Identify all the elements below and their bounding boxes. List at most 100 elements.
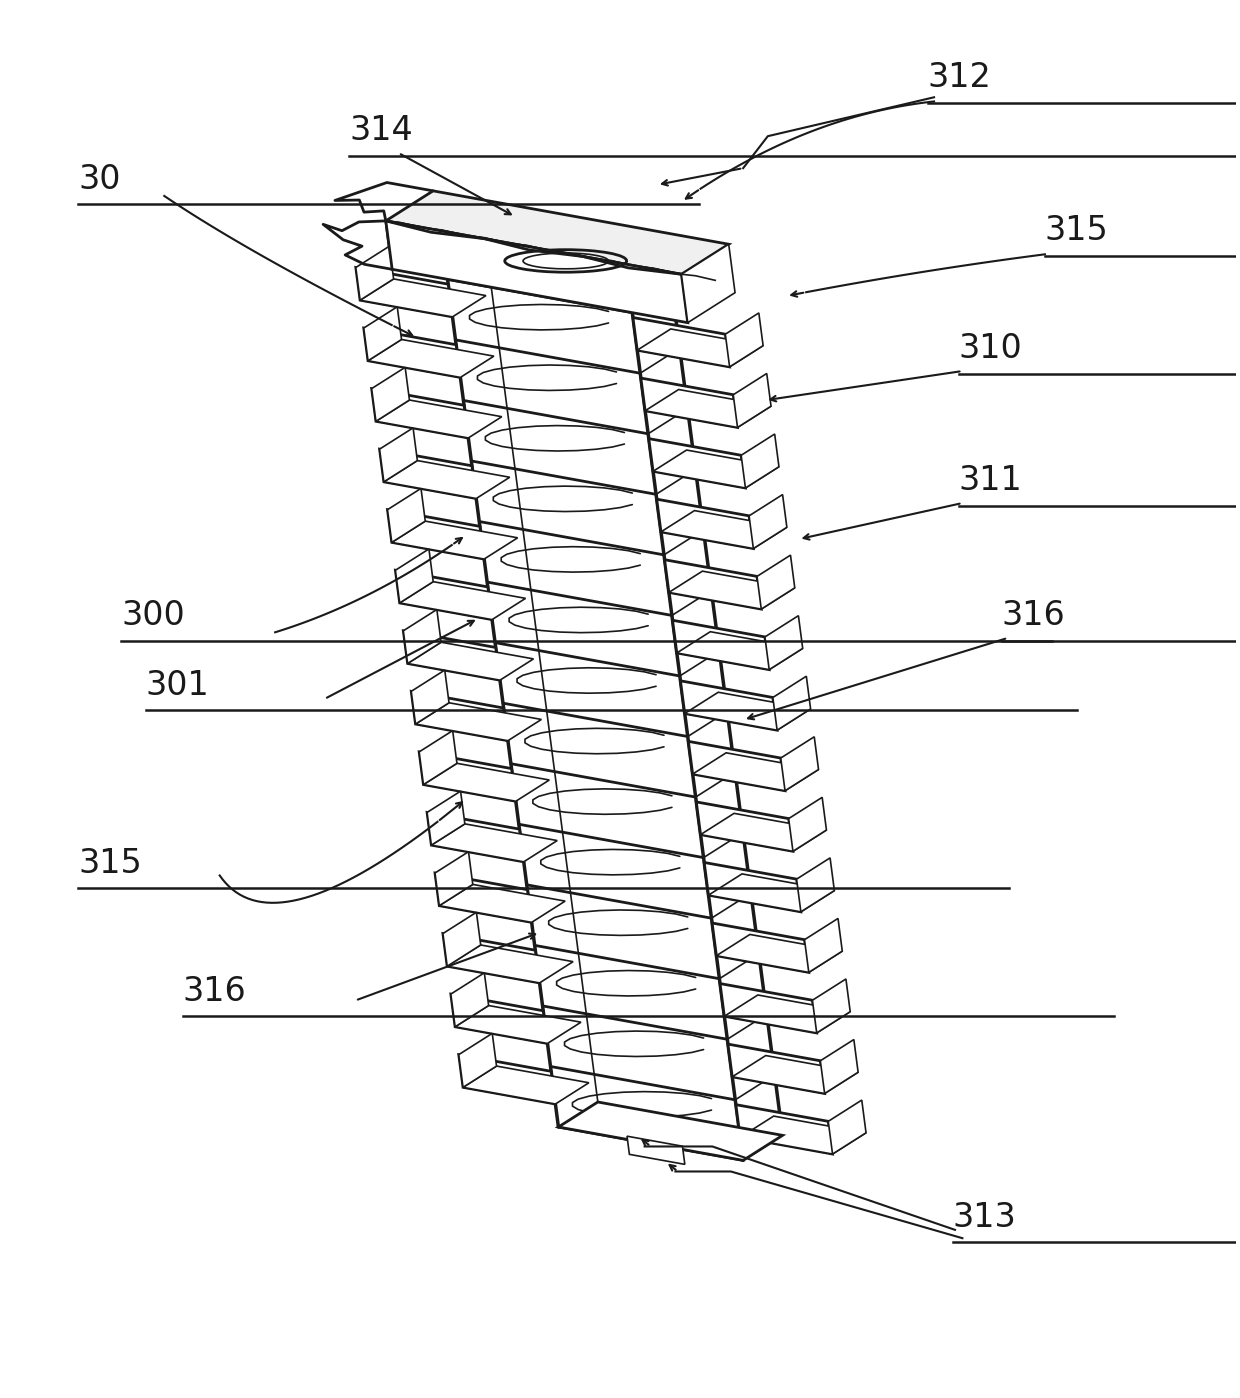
Polygon shape bbox=[708, 874, 835, 911]
Polygon shape bbox=[668, 572, 795, 610]
Polygon shape bbox=[681, 681, 777, 730]
Polygon shape bbox=[432, 823, 557, 861]
Text: 316: 316 bbox=[182, 974, 247, 1008]
Polygon shape bbox=[451, 994, 548, 1043]
Polygon shape bbox=[360, 280, 486, 317]
Polygon shape bbox=[789, 797, 826, 851]
Polygon shape bbox=[387, 510, 484, 559]
Polygon shape bbox=[403, 610, 441, 664]
Polygon shape bbox=[386, 192, 729, 274]
Text: 311: 311 bbox=[959, 464, 1023, 498]
Polygon shape bbox=[435, 872, 532, 923]
Polygon shape bbox=[455, 1005, 582, 1043]
Polygon shape bbox=[641, 377, 738, 428]
Polygon shape bbox=[657, 499, 754, 548]
Polygon shape bbox=[677, 632, 802, 670]
Polygon shape bbox=[412, 670, 449, 724]
Polygon shape bbox=[704, 863, 801, 911]
Polygon shape bbox=[379, 428, 418, 482]
Polygon shape bbox=[363, 329, 460, 377]
Polygon shape bbox=[682, 245, 735, 323]
Polygon shape bbox=[749, 495, 787, 548]
Polygon shape bbox=[653, 450, 779, 488]
Polygon shape bbox=[356, 246, 393, 301]
Polygon shape bbox=[693, 752, 818, 791]
Text: 315: 315 bbox=[78, 847, 141, 879]
Polygon shape bbox=[805, 918, 842, 973]
Polygon shape bbox=[427, 791, 465, 846]
Polygon shape bbox=[672, 621, 769, 670]
Polygon shape bbox=[765, 615, 802, 670]
Polygon shape bbox=[720, 984, 817, 1033]
Polygon shape bbox=[392, 521, 517, 559]
Polygon shape bbox=[408, 642, 533, 681]
Polygon shape bbox=[733, 1055, 858, 1093]
Polygon shape bbox=[427, 812, 523, 861]
Text: 313: 313 bbox=[952, 1201, 1017, 1234]
Polygon shape bbox=[773, 677, 811, 730]
Polygon shape bbox=[379, 449, 476, 499]
Text: 316: 316 bbox=[1002, 600, 1065, 632]
Polygon shape bbox=[448, 945, 573, 983]
Text: 301: 301 bbox=[146, 668, 210, 702]
Polygon shape bbox=[701, 814, 826, 851]
Polygon shape bbox=[384, 460, 510, 499]
Polygon shape bbox=[451, 973, 489, 1026]
Polygon shape bbox=[688, 741, 785, 791]
Polygon shape bbox=[724, 995, 851, 1033]
Polygon shape bbox=[684, 692, 811, 730]
Polygon shape bbox=[463, 1067, 589, 1104]
Polygon shape bbox=[363, 306, 402, 361]
Polygon shape bbox=[645, 390, 771, 428]
Polygon shape bbox=[733, 373, 771, 428]
Polygon shape bbox=[637, 329, 763, 366]
Polygon shape bbox=[399, 582, 526, 619]
Polygon shape bbox=[412, 692, 508, 741]
Polygon shape bbox=[396, 549, 433, 603]
Polygon shape bbox=[443, 913, 481, 966]
Polygon shape bbox=[386, 221, 688, 323]
Polygon shape bbox=[649, 439, 745, 488]
Polygon shape bbox=[439, 885, 565, 923]
Polygon shape bbox=[735, 1104, 832, 1153]
Polygon shape bbox=[459, 1054, 556, 1104]
Polygon shape bbox=[828, 1100, 866, 1153]
Text: 314: 314 bbox=[348, 115, 413, 147]
Polygon shape bbox=[368, 340, 494, 377]
Polygon shape bbox=[712, 923, 808, 973]
Text: 300: 300 bbox=[122, 600, 185, 632]
Polygon shape bbox=[423, 763, 549, 801]
Polygon shape bbox=[728, 1044, 825, 1093]
Polygon shape bbox=[627, 1137, 684, 1165]
Polygon shape bbox=[372, 368, 409, 421]
Text: 315: 315 bbox=[1045, 214, 1109, 247]
Polygon shape bbox=[419, 731, 458, 784]
Polygon shape bbox=[396, 570, 492, 619]
Polygon shape bbox=[403, 630, 500, 681]
Polygon shape bbox=[558, 1102, 782, 1160]
Text: 312: 312 bbox=[928, 62, 992, 95]
Polygon shape bbox=[459, 1033, 496, 1088]
Text: 30: 30 bbox=[78, 164, 120, 196]
Polygon shape bbox=[632, 317, 729, 366]
Polygon shape bbox=[387, 488, 425, 542]
Polygon shape bbox=[661, 510, 787, 548]
Polygon shape bbox=[756, 555, 795, 610]
Polygon shape bbox=[376, 400, 502, 438]
Polygon shape bbox=[697, 802, 792, 851]
Polygon shape bbox=[821, 1040, 858, 1093]
Polygon shape bbox=[812, 979, 851, 1033]
Polygon shape bbox=[435, 851, 472, 906]
Polygon shape bbox=[781, 737, 818, 791]
Polygon shape bbox=[443, 934, 539, 983]
Polygon shape bbox=[372, 389, 469, 438]
Polygon shape bbox=[665, 559, 761, 610]
Polygon shape bbox=[796, 858, 835, 911]
Polygon shape bbox=[419, 752, 516, 801]
Polygon shape bbox=[356, 267, 453, 317]
Polygon shape bbox=[740, 1116, 866, 1153]
Polygon shape bbox=[725, 313, 763, 366]
Text: 310: 310 bbox=[959, 333, 1023, 365]
Polygon shape bbox=[415, 703, 542, 741]
Polygon shape bbox=[742, 433, 779, 488]
